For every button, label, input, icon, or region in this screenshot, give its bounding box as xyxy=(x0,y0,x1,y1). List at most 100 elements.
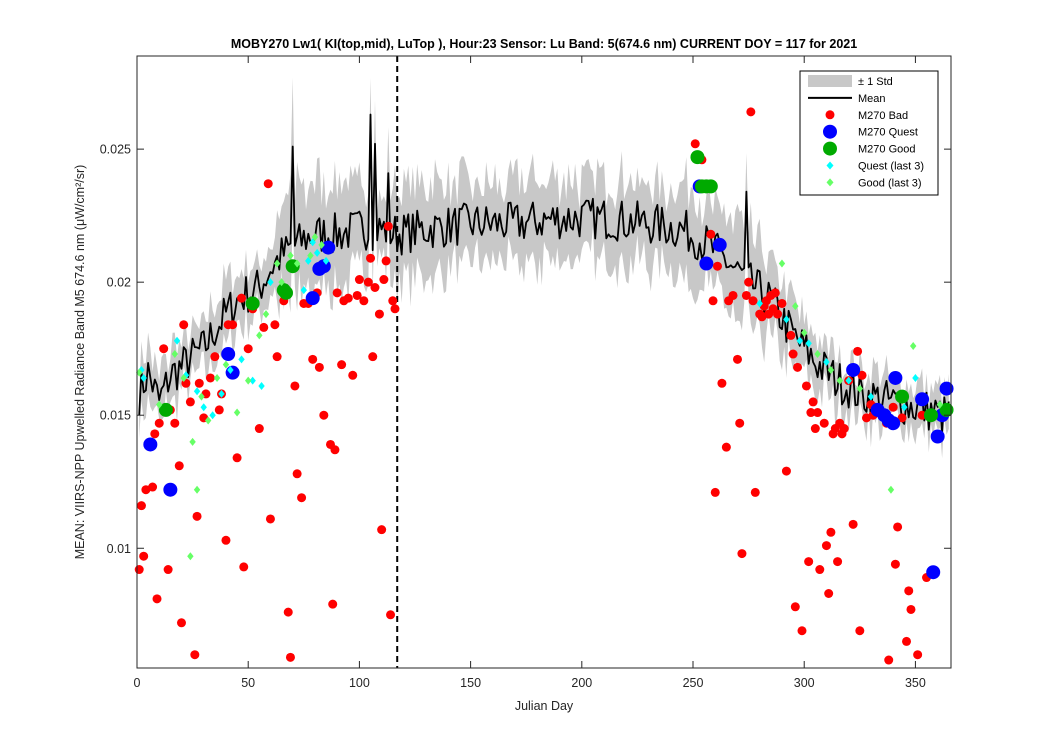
good-point xyxy=(279,285,294,300)
quest-last3-point xyxy=(227,365,234,374)
bad-point xyxy=(902,636,912,646)
bad-point xyxy=(770,288,780,298)
bad-point xyxy=(134,565,144,575)
good-last3-point xyxy=(273,259,281,268)
quest-last3-point xyxy=(783,315,790,324)
legend-item-quest3: Quest (last 3) xyxy=(826,161,924,173)
bad-point xyxy=(732,354,742,364)
bad-point xyxy=(806,408,816,418)
bad-point xyxy=(897,413,907,423)
bad-point xyxy=(314,362,324,372)
bad-point xyxy=(386,610,396,620)
x-tick-label: 250 xyxy=(683,676,704,690)
bad-point xyxy=(194,378,204,388)
bad-point xyxy=(210,352,220,362)
quest-point xyxy=(888,370,903,385)
bad-point xyxy=(808,397,818,407)
bad-point xyxy=(706,229,716,239)
quest-point xyxy=(699,256,714,271)
good-last3-point xyxy=(256,331,263,340)
bad-point xyxy=(259,322,269,332)
quest-last3-point xyxy=(193,387,201,396)
legend-swatch xyxy=(825,110,835,120)
bad-point xyxy=(232,453,242,463)
bad-point xyxy=(857,370,867,380)
good-last3-point xyxy=(278,278,285,287)
bad-point xyxy=(159,344,169,354)
bad-point xyxy=(154,418,164,428)
legend-label: M270 Bad xyxy=(858,110,908,122)
bad-point xyxy=(192,511,202,521)
bad-point xyxy=(884,655,894,665)
legend-label: M270 Good xyxy=(858,144,915,156)
bad-point xyxy=(855,626,865,636)
bad-point xyxy=(330,445,340,455)
bad-point xyxy=(265,514,275,524)
quest-last3-point xyxy=(823,358,830,366)
bad-point xyxy=(214,405,224,415)
quest-last3-point xyxy=(267,278,274,287)
quest-point xyxy=(321,240,336,255)
bad-point xyxy=(243,344,253,354)
std-band-layer xyxy=(139,77,949,459)
good-last3-point xyxy=(222,360,230,369)
bad-point xyxy=(801,381,811,391)
good-last3-point xyxy=(189,437,196,446)
bad-point xyxy=(708,296,718,306)
bad-point xyxy=(710,487,720,497)
bad-point xyxy=(383,221,393,231)
good-last3-point xyxy=(245,376,252,385)
good-point xyxy=(923,408,938,423)
bad-point xyxy=(893,522,903,532)
bad-point xyxy=(290,381,300,391)
y-tick-label: 0.025 xyxy=(100,143,131,157)
x-tick-label: 300 xyxy=(794,676,815,690)
good-last3-point xyxy=(778,259,786,268)
bad-point xyxy=(136,501,146,511)
bad-point xyxy=(297,493,307,503)
quest-last3-point xyxy=(218,389,225,398)
good-last3-point xyxy=(814,350,821,359)
good-last3-point xyxy=(180,373,187,382)
quest-last3-point xyxy=(796,336,803,345)
x-tick-label: 0 xyxy=(134,676,141,690)
x-axis-label: Julian Day xyxy=(515,699,574,713)
bad-point xyxy=(815,565,825,575)
good-last3-point xyxy=(856,384,864,393)
good-last3-point xyxy=(887,485,895,494)
bad-point xyxy=(163,565,173,575)
bad-point xyxy=(237,293,247,303)
bad-point xyxy=(368,352,378,362)
good-last3-point xyxy=(171,350,179,359)
bad-point xyxy=(390,304,400,314)
bad-point xyxy=(888,402,898,412)
bad-point xyxy=(185,397,195,407)
bad-point xyxy=(773,309,783,319)
bad-point xyxy=(821,541,831,551)
bad-point xyxy=(690,139,700,149)
legend-item-good: M270 Good xyxy=(823,141,915,156)
legend-swatch xyxy=(826,178,834,187)
bad-point xyxy=(374,309,384,319)
legend-label: M270 Quest xyxy=(858,127,918,139)
good-point xyxy=(939,402,954,417)
bad-point xyxy=(283,607,293,617)
good-last3-point xyxy=(792,302,799,311)
bad-point xyxy=(781,466,791,476)
bad-point xyxy=(735,418,745,428)
good-last3-point xyxy=(287,251,294,260)
good-point xyxy=(690,150,705,165)
quest-last3-point xyxy=(140,373,147,382)
bad-point xyxy=(833,557,843,567)
good-last3-point xyxy=(204,416,212,425)
bad-point xyxy=(904,586,914,596)
bad-point xyxy=(319,410,329,420)
legend-item-quest: M270 Quest xyxy=(823,124,918,139)
bad-point xyxy=(388,296,398,306)
bad-point xyxy=(813,408,823,418)
bad-point xyxy=(750,487,760,497)
bad-point xyxy=(205,373,215,383)
bad-point xyxy=(717,378,727,388)
good-point xyxy=(158,402,173,417)
quest-last3-point xyxy=(138,365,145,374)
